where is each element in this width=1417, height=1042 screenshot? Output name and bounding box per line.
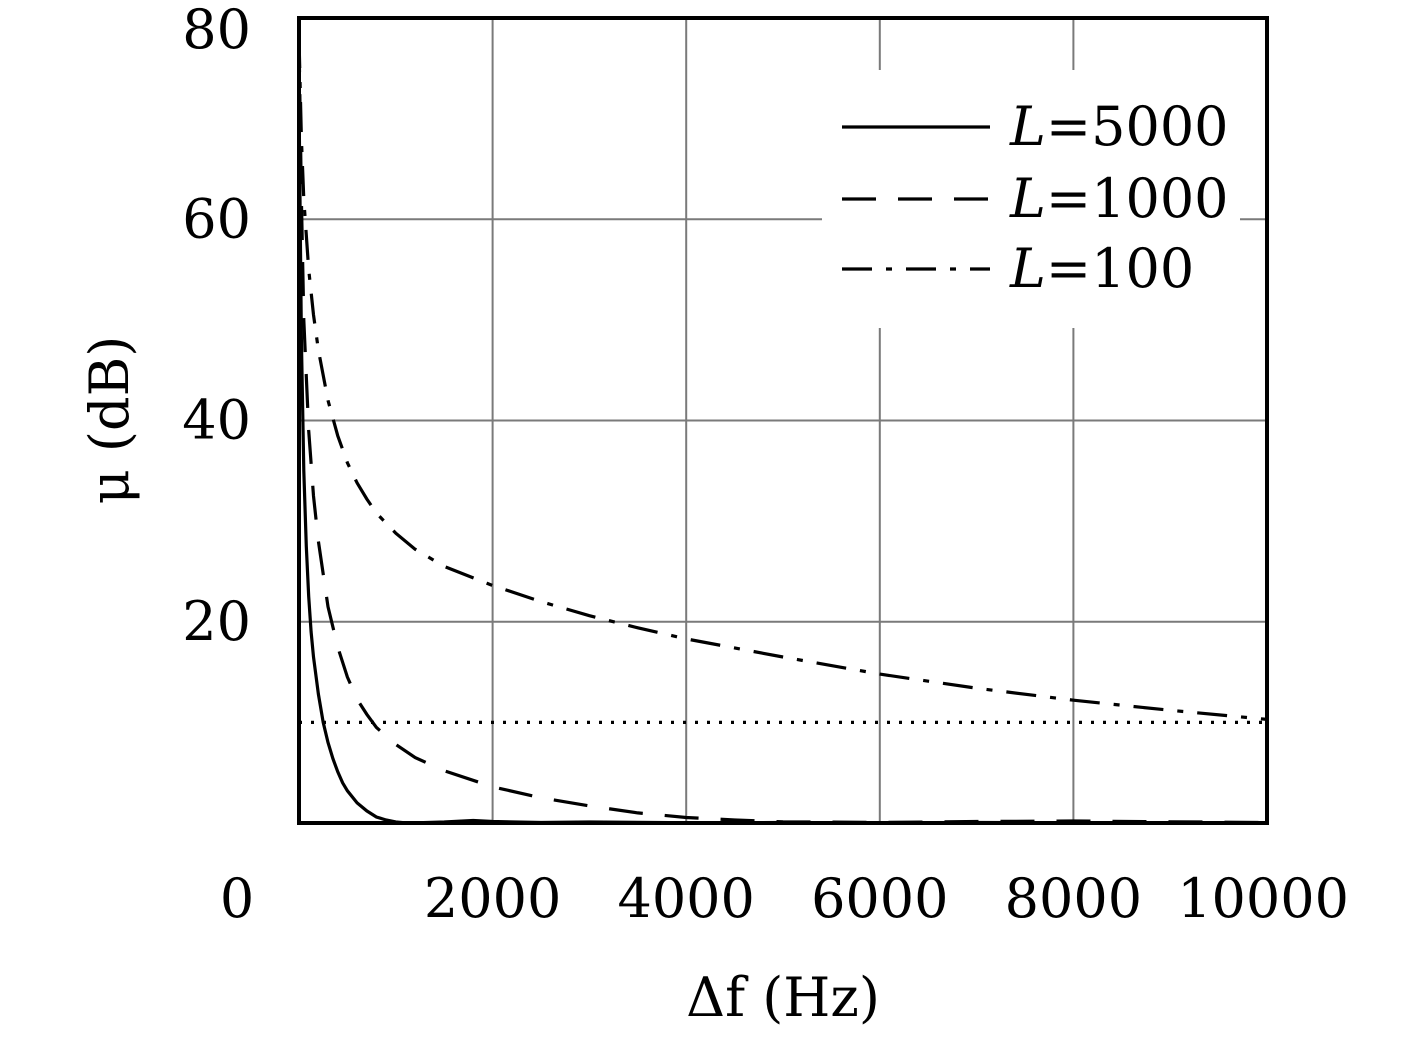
series-line-l100 [297,38,1268,721]
x-tick-label: 0 [220,867,254,930]
x-tick-label: 4000 [617,867,754,930]
legend-label: L=1000 [1009,167,1229,230]
x-tick-label: 10000 [1177,867,1349,930]
legend-label: L=100 [1009,237,1194,300]
legend: L=5000 L=1000 L=100 [822,70,1240,328]
x-axis-label: Δf (Hz) [686,966,880,1029]
y-tick-label: 60 [182,187,251,250]
x-tick-label: 2000 [424,867,561,930]
y-tick-label: 20 [182,590,251,653]
tick-labels: 0 2000 4000 6000 8000 10000 20 40 60 80 [182,0,1349,930]
y-tick-label: 40 [182,389,251,452]
x-tick-label: 8000 [1005,867,1142,930]
y-axis-label: μ (dB) [78,336,141,505]
plot-frame [297,16,1269,825]
x-tick-label: 6000 [811,867,948,930]
legend-box [822,70,1240,328]
legend-label: L=5000 [1009,95,1229,158]
y-tick-label: 80 [182,0,251,61]
